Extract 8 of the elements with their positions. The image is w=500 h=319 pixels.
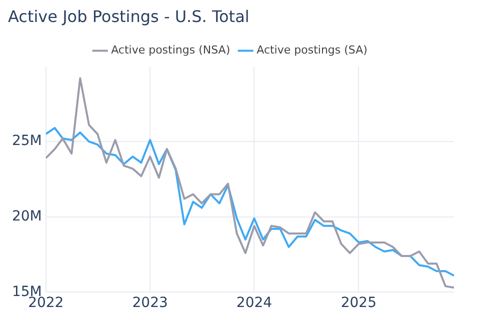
legend-label: Active postings (SA) [256, 44, 368, 57]
y-tick-label: 25M [12, 133, 42, 150]
x-tick-label: 2023 [132, 295, 168, 312]
y-tick-label: 20M [12, 208, 42, 225]
chart-title: Active Job Postings - U.S. Total [8, 6, 250, 26]
x-tick-label: 2024 [236, 295, 272, 312]
legend-label: Active postings (NSA) [111, 44, 230, 57]
x-tick-label: 2025 [340, 295, 376, 312]
